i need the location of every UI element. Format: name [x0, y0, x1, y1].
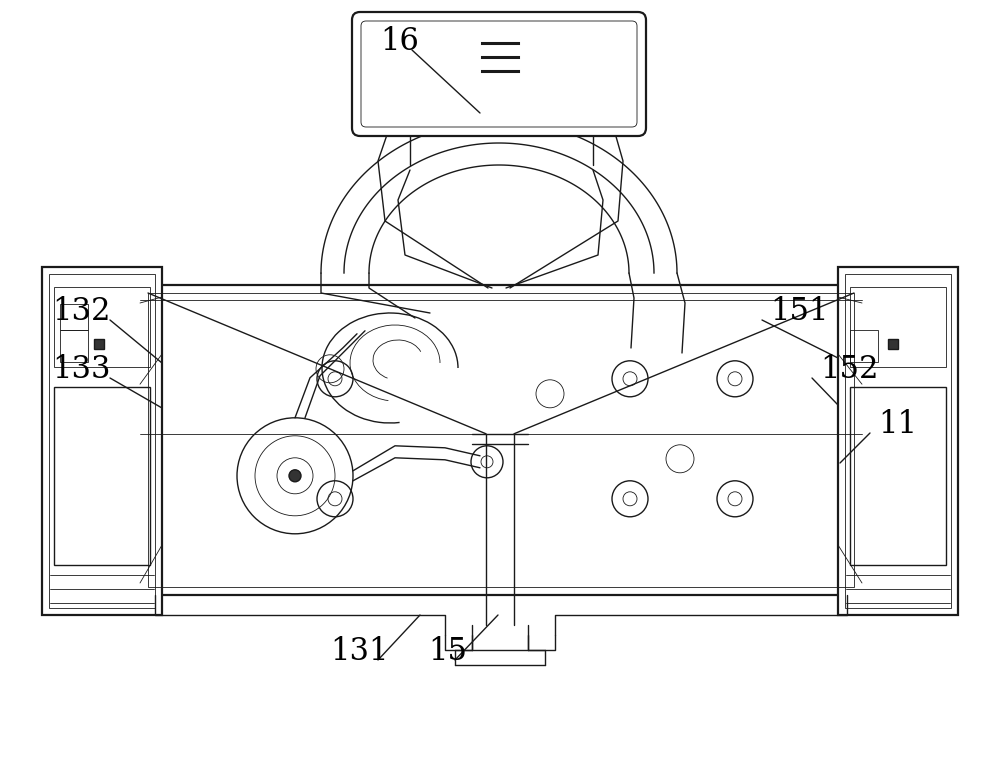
Bar	[140, 285, 862, 595]
Bar	[49, 274, 155, 608]
Bar	[60, 304, 88, 330]
Text: 132: 132	[52, 296, 110, 327]
Text: 151: 151	[770, 296, 828, 327]
Bar	[60, 330, 88, 362]
Bar	[845, 274, 951, 608]
Circle shape	[289, 470, 301, 481]
Bar	[148, 293, 854, 587]
Text: 15: 15	[428, 636, 467, 667]
Bar	[94, 339, 104, 349]
Bar	[838, 267, 958, 615]
Bar	[850, 330, 878, 362]
Text: 131: 131	[330, 636, 388, 667]
FancyBboxPatch shape	[352, 12, 646, 136]
Bar	[888, 339, 898, 349]
Text: 11: 11	[878, 409, 917, 440]
Bar	[42, 267, 162, 615]
Bar	[54, 387, 150, 565]
Bar	[850, 387, 946, 565]
Bar	[850, 287, 946, 367]
Text: 152: 152	[820, 354, 879, 385]
Bar	[54, 287, 150, 367]
Text: 133: 133	[52, 354, 110, 385]
Text: 16: 16	[380, 26, 419, 57]
